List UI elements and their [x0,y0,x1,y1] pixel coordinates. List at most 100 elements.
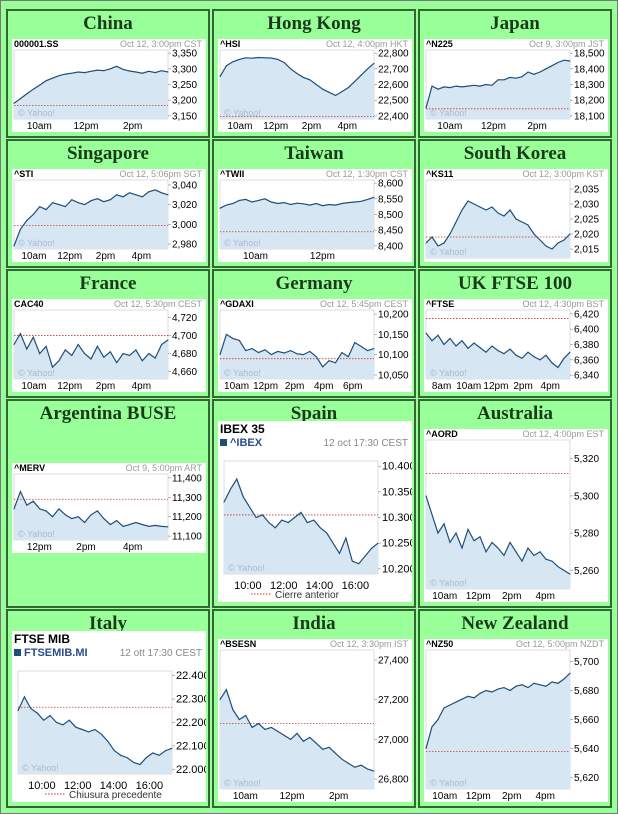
yahoo-watermark: © Yahoo! [22,763,59,773]
data-point [345,537,347,539]
data-point [533,554,535,556]
index-chart[interactable]: 22.400 22.300 22.200 22.100 22.000 10:00 12:00… [12,631,206,802]
market-title[interactable]: Argentina BUSE [39,403,177,424]
data-point [509,209,511,211]
date-label: Oct 9, 3:00pm JST [529,39,605,49]
data-point [302,203,304,205]
chart-svg: 2,035 2,030 2,025 2,020 2,015 © Yahoo! ^KS11 Oc… [425,169,604,259]
data-point [167,339,169,341]
x-tick-label: 12:00 [270,580,298,592]
market-title[interactable]: South Korea [463,143,567,164]
data-point [58,75,60,77]
data-point [515,354,517,356]
data-point [245,715,247,717]
x-tick-label: 10am [21,251,46,262]
data-point [96,345,98,347]
x-tick-label: 10am [227,121,252,132]
market-title[interactable]: Italy [89,613,127,634]
data-point [245,198,247,200]
data-point [258,722,259,724]
data-point [167,194,169,196]
yahoo-watermark: © Yahoo! [18,108,55,118]
y-tick-label: 2,025 [574,215,599,226]
data-point [315,84,317,85]
y-tick-label: 5,660 [574,715,599,726]
market-title[interactable]: Singapore [66,143,149,164]
index-chart[interactable]: 6,420 6,400 6,380 6,360 6,340 8am 10am 12pm 2pm 4… [424,299,608,392]
data-point [71,72,73,74]
data-point [19,98,21,100]
index-chart[interactable]: 27,400 27,200 27,000 26,800 10am 12pm 2pm © Yah… [218,639,412,802]
data-point [141,523,143,525]
market-title[interactable]: China [83,13,133,34]
data-point [527,547,529,549]
market-title[interactable]: Japan [490,13,540,34]
y-tick-label: 6,360 [574,355,599,366]
x-tick-label: 10:00 [234,580,262,592]
index-chart[interactable]: 22,800 22,700 22,600 22,500 22,400 10am 12pm 2p… [218,39,412,132]
index-chart[interactable]: 5,700 5,680 5,660 5,640 5,620 10am 12pm 2pm 4pm ©… [424,639,608,802]
data-point [461,209,463,211]
data-point [64,206,66,208]
market-title[interactable]: India [292,613,336,634]
market-title[interactable]: Hong Kong [267,13,361,34]
data-point [39,353,41,355]
index-chart[interactable]: 3,350 3,300 3,250 3,200 3,150 10am 12pm 2pm © Ya… [12,39,206,132]
x-tick-label: 2pm [76,542,95,553]
data-point [290,203,292,205]
data-point [88,731,90,733]
market-title[interactable]: UK FTSE 100 [457,273,573,294]
y-tick-label: 8,450 [378,226,403,237]
legend-label: Chiusura precedente [69,790,162,801]
y-tick-label: 18,300 [574,80,605,91]
market-title[interactable]: France [79,273,137,294]
y-tick-label: 10,100 [378,350,409,361]
data-point [319,527,321,529]
symbol-label: ^GDAXI [220,299,254,309]
data-point [103,356,105,358]
yahoo-watermark: © Yahoo! [18,238,55,248]
data-point [455,532,457,534]
data-point [229,488,231,490]
index-chart[interactable]: 5,320 5,300 5,280 5,260 10am 12pm 2pm 4pm © Yaho… [424,429,608,602]
index-chart[interactable]: 10,200 10,150 10,100 10,050 10am 12pm 2pm 4pm 6p… [218,299,412,392]
market-title[interactable]: Australia [477,403,553,424]
date-label: Oct 12, 3:00pm CST [120,39,203,49]
index-chart[interactable]: 3,040 3,020 3,000 2,980 10am 12pm 2pm 4pm © Yaho… [12,169,206,262]
price-area [224,479,378,574]
market-title[interactable]: Germany [275,273,353,294]
data-point [277,58,279,60]
index-chart[interactable]: 2,035 2,030 2,025 2,020 2,015 © Yahoo! ^KS11 Oc… [424,169,608,262]
market-title[interactable]: Taiwan [284,143,344,164]
data-point [58,204,60,206]
symbol-label: ^BSESN [220,639,256,649]
index-chart[interactable]: 8,600 8,550 8,500 8,450 8,400 10am 12pm © Yahoo… [218,169,412,262]
data-point [437,719,439,720]
data-point [56,722,57,723]
y-tick-label: 3,040 [172,180,197,191]
data-point [425,242,427,244]
market-title[interactable]: Spain [290,403,338,424]
legend-label: Cierre anterior [275,590,340,601]
chart-svg: 6,420 6,400 6,380 6,360 6,340 8am 10am 12pm 2pm 4… [425,299,604,392]
index-chart[interactable]: 18,500 18,400 18,300 18,200 18,100 10am 12pm 2p… [424,39,608,132]
yahoo-watermark: © Yahoo! [224,368,261,378]
chart-svg: 3,350 3,300 3,250 3,200 3,150 10am 12pm 2pm © Ya… [13,39,203,132]
data-point [367,68,369,70]
y-tick-label: 18,500 [574,49,605,60]
data-point [431,85,433,87]
data-point [563,59,565,61]
index-chart[interactable]: 4,720 4,700 4,680 4,660 10am 12pm 2pm 4pm © Yaho… [12,299,206,392]
y-tick-label: 22,400 [378,111,409,122]
market-title[interactable]: New Zealand [461,613,569,634]
data-point [219,699,221,701]
data-point [49,714,51,716]
price-area [18,696,172,774]
data-point [154,357,156,359]
chart-svg: 27,400 27,200 27,000 26,800 10am 12pm 2pm © Yah… [219,639,409,802]
data-point [449,541,451,543]
index-chart[interactable]: 10.400 10.350 10.300 10.250 10.200 10:00 12:00… [218,421,412,602]
data-point [563,357,565,359]
data-point [364,555,366,557]
index-chart[interactable]: 11,400 11,300 11,200 11,100 12pm 2pm 4pm © Yaho… [12,463,206,553]
